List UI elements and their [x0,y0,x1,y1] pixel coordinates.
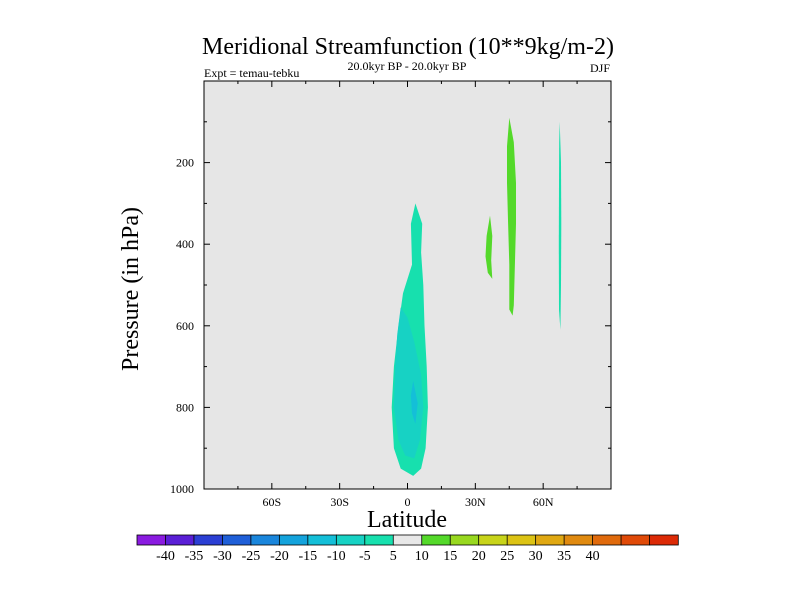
right-label: DJF [590,61,610,75]
colorbar-label: 25 [500,549,514,564]
colorbar-label: -35 [185,549,204,564]
colorbar-label: -15 [298,549,317,564]
colorbar-label: 5 [390,549,397,564]
colorbar-swatch [165,534,195,546]
colorbar-swatch [478,534,508,546]
colorbar-swatch [222,534,252,546]
y-tick-label: 600 [176,319,194,333]
y-tick-label: 200 [176,156,194,170]
x-tick-label: 0 [405,495,411,509]
colorbar [136,534,679,546]
contour-region-6 [558,121,562,330]
contour-regions [391,117,562,476]
colorbar-label: 20 [472,549,486,564]
colorbar-label: 15 [443,549,457,564]
colorbar-swatch [449,534,480,546]
colorbar-swatch [136,534,167,546]
y-axis: 200 400 600 800 1000 [170,121,611,496]
center-label: 20.0kyr BP - 20.0kyr BP [348,59,467,73]
colorbar-swatch [193,534,224,546]
colorbar-swatch [563,534,594,546]
colorbar-label: 30 [529,549,543,564]
colorbar-swatch [506,534,537,546]
contour-region-2 [393,307,424,459]
colorbar-label: 10 [415,549,429,564]
colorbar-swatch [649,534,679,546]
colorbar-label: -40 [156,549,175,564]
colorbar-label: 40 [586,549,600,564]
colorbar-label: -5 [359,549,371,564]
colorbar-swatch [307,534,338,546]
y-axis-label: Pressure (in hPa) [118,207,144,371]
y-tick-label: 400 [176,237,194,251]
colorbar-label: 35 [557,549,571,564]
x-tick-label: 30S [330,495,349,509]
plot-area [203,80,612,490]
colorbar-label: -25 [242,549,261,564]
colorbar-label: -30 [213,549,232,564]
y-tick-label: 800 [176,400,194,414]
colorbar-swatch [535,534,565,546]
x-axis: 60S 30S 0 30N 60N [237,81,578,509]
colorbar-swatch [421,534,451,546]
left-label: Expt = temau-tebku [204,66,299,80]
y-tick-label: 1000 [170,482,194,496]
colorbar-swatch [250,534,281,546]
contour-region-5 [507,117,516,316]
colorbar-swatch [335,534,366,546]
x-tick-label: 30N [465,495,486,509]
x-tick-label: 60N [533,495,554,509]
colorbar-labels: -40 -35 -30 -25 -20 -15 -10 -5 5 10 15 20 25 30 35 40 [156,549,599,564]
colorbar-swatch [364,534,394,546]
colorbar-swatch [278,534,309,546]
x-axis-label: Latitude [367,507,447,533]
colorbar-label: -20 [270,549,289,564]
contour-region-4 [485,215,493,279]
colorbar-swatch [592,534,622,546]
chart-title: Meridional Streamfunction (10**9kg/m-2) [202,34,614,60]
colorbar-label: -10 [327,549,346,564]
colorbar-swatch [392,534,423,546]
colorbar-swatch [620,534,651,546]
contour-region-3 [410,380,418,424]
x-tick-label: 60S [262,495,281,509]
